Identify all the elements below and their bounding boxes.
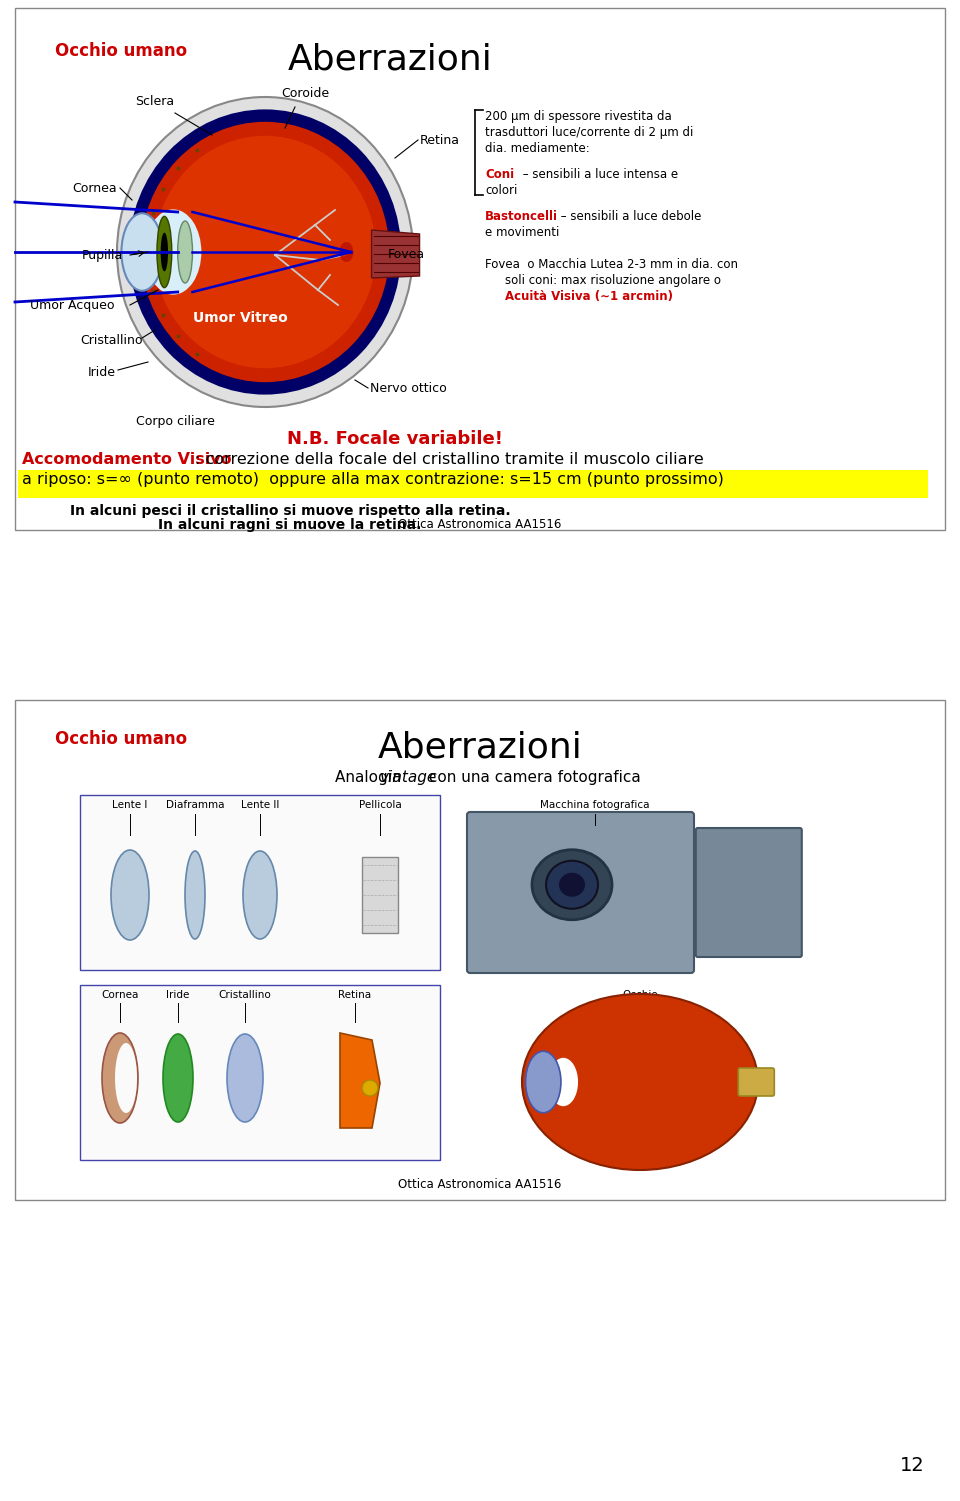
FancyBboxPatch shape bbox=[467, 812, 694, 973]
Ellipse shape bbox=[525, 1051, 561, 1112]
Text: trasduttori luce/corrente di 2 μm di: trasduttori luce/corrente di 2 μm di bbox=[485, 126, 693, 140]
Text: Retina: Retina bbox=[420, 134, 460, 147]
Text: Cristallino: Cristallino bbox=[80, 333, 142, 347]
Ellipse shape bbox=[157, 216, 172, 288]
Text: Corpo ciliare: Corpo ciliare bbox=[135, 414, 214, 428]
Text: 200 μm di spessore rivestita da: 200 μm di spessore rivestita da bbox=[485, 110, 672, 123]
Text: Nervo ottico: Nervo ottico bbox=[370, 381, 446, 395]
Ellipse shape bbox=[154, 135, 376, 368]
Ellipse shape bbox=[559, 872, 585, 896]
Ellipse shape bbox=[122, 213, 163, 291]
Bar bbox=[15, 699, 945, 1199]
Text: Occhio umano: Occhio umano bbox=[55, 42, 187, 60]
Text: Diaframma: Diaframma bbox=[166, 800, 225, 811]
Text: Occhio umano: Occhio umano bbox=[55, 729, 187, 747]
FancyBboxPatch shape bbox=[696, 829, 802, 958]
Text: Lente II: Lente II bbox=[241, 800, 279, 811]
Text: N.B. Focale variabile!: N.B. Focale variabile! bbox=[287, 429, 503, 447]
Text: vintage: vintage bbox=[380, 770, 437, 785]
Ellipse shape bbox=[227, 1034, 263, 1123]
Ellipse shape bbox=[163, 1034, 193, 1123]
Text: Retina: Retina bbox=[339, 991, 372, 1000]
Circle shape bbox=[362, 1081, 378, 1096]
Ellipse shape bbox=[532, 850, 612, 920]
Text: Cornea: Cornea bbox=[102, 991, 138, 1000]
Text: Umor Vitreo: Umor Vitreo bbox=[193, 311, 287, 326]
Text: a riposo: s=∞ (punto remoto)  oppure alla max contrazione: s=15 cm (punto prossi: a riposo: s=∞ (punto remoto) oppure alla… bbox=[22, 471, 724, 486]
Ellipse shape bbox=[115, 1043, 137, 1114]
Bar bbox=[18, 470, 928, 498]
Bar bbox=[80, 796, 440, 970]
Text: – sensibili a luce intensa e: – sensibili a luce intensa e bbox=[519, 168, 678, 182]
Ellipse shape bbox=[117, 98, 413, 407]
Text: Pupilla: Pupilla bbox=[82, 249, 123, 261]
Ellipse shape bbox=[111, 850, 149, 940]
Text: : correzione della focale del cristallino tramite il muscolo ciliare: : correzione della focale del cristallin… bbox=[195, 452, 704, 467]
Polygon shape bbox=[372, 230, 420, 278]
Ellipse shape bbox=[546, 860, 598, 908]
Polygon shape bbox=[340, 1033, 380, 1127]
Ellipse shape bbox=[185, 851, 205, 940]
Text: In alcuni pesci il cristallino si muove rispetto alla retina.: In alcuni pesci il cristallino si muove … bbox=[70, 504, 511, 518]
Text: Pellicola: Pellicola bbox=[359, 800, 401, 811]
Text: Aberrazioni: Aberrazioni bbox=[377, 729, 583, 764]
Text: Ottica Astronomica AA1516: Ottica Astronomica AA1516 bbox=[398, 1178, 562, 1190]
Text: Analogia: Analogia bbox=[335, 770, 406, 785]
Text: colori: colori bbox=[485, 185, 517, 197]
Text: Iride: Iride bbox=[88, 366, 116, 378]
Ellipse shape bbox=[141, 122, 390, 383]
Ellipse shape bbox=[243, 851, 277, 940]
Text: Ottica Astronomica AA1516: Ottica Astronomica AA1516 bbox=[398, 518, 562, 531]
Text: dia. mediamente:: dia. mediamente: bbox=[485, 143, 589, 155]
Bar bbox=[80, 985, 440, 1160]
Text: Cristallino: Cristallino bbox=[219, 991, 272, 1000]
Ellipse shape bbox=[340, 242, 353, 263]
Text: Cornea: Cornea bbox=[72, 182, 116, 195]
Text: Umor Acqueo: Umor Acqueo bbox=[30, 299, 114, 312]
Ellipse shape bbox=[129, 110, 401, 395]
Text: Coni: Coni bbox=[485, 168, 515, 182]
Text: Aberrazioni: Aberrazioni bbox=[288, 42, 492, 77]
Ellipse shape bbox=[160, 233, 168, 272]
Text: Fovea  o Macchia Lutea 2-3 mm in dia. con: Fovea o Macchia Lutea 2-3 mm in dia. con bbox=[485, 258, 738, 272]
Text: soli coni: max risoluzione angolare o: soli coni: max risoluzione angolare o bbox=[505, 275, 721, 287]
Text: Acuità Visiva (∼1 arcmin): Acuità Visiva (∼1 arcmin) bbox=[505, 290, 673, 303]
Ellipse shape bbox=[102, 1033, 138, 1123]
Text: – sensibili a luce debole: – sensibili a luce debole bbox=[557, 210, 702, 224]
Text: Macchina fotografica: Macchina fotografica bbox=[540, 800, 650, 811]
Text: In alcuni ragni si muove la retina.: In alcuni ragni si muove la retina. bbox=[158, 518, 421, 531]
Text: Fovea: Fovea bbox=[388, 249, 425, 261]
Text: Occhio: Occhio bbox=[622, 991, 658, 1000]
Text: Sclera: Sclera bbox=[135, 95, 175, 108]
Text: Coroide: Coroide bbox=[281, 87, 329, 101]
Text: 12: 12 bbox=[900, 1456, 925, 1475]
Ellipse shape bbox=[145, 209, 202, 294]
Bar bbox=[15, 8, 945, 530]
Text: Accomodamento Visivo: Accomodamento Visivo bbox=[22, 452, 231, 467]
Text: Iride: Iride bbox=[166, 991, 190, 1000]
Text: e movimenti: e movimenti bbox=[485, 227, 560, 239]
Text: Bastoncelli: Bastoncelli bbox=[485, 210, 558, 224]
Text: Lente I: Lente I bbox=[112, 800, 148, 811]
Ellipse shape bbox=[178, 221, 192, 284]
Ellipse shape bbox=[377, 234, 396, 270]
Ellipse shape bbox=[522, 994, 758, 1169]
Ellipse shape bbox=[548, 1058, 578, 1106]
Text: con una camera fotografica: con una camera fotografica bbox=[424, 770, 640, 785]
FancyBboxPatch shape bbox=[738, 1069, 775, 1096]
Bar bbox=[362, 857, 398, 934]
